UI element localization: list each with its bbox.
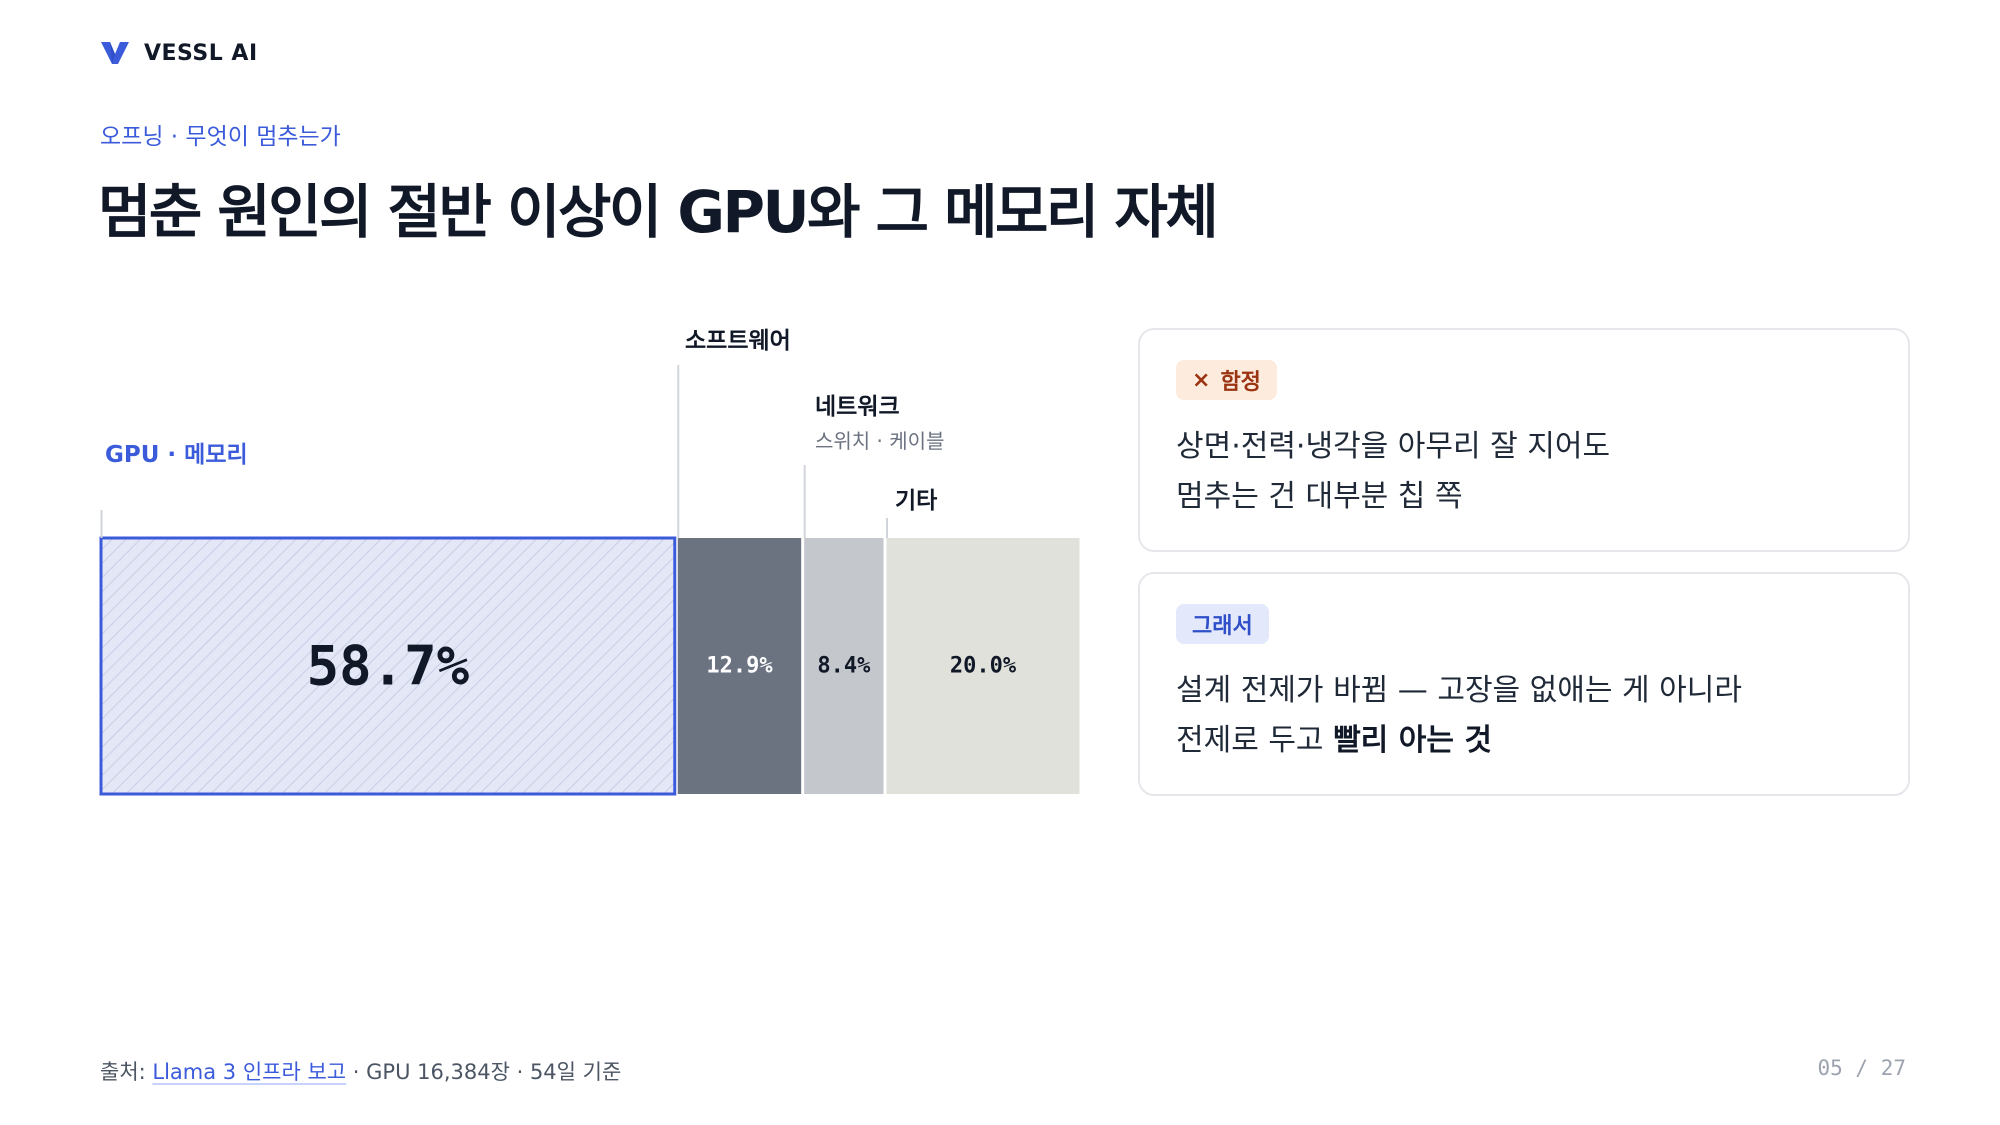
category-label-3: 기타: [895, 488, 937, 514]
section-eyebrow: 오프닝 · 무엇이 멈추는가: [100, 124, 341, 150]
conclusion-badge-label: 그래서: [1192, 614, 1253, 639]
pitfall-text: 상면·전력·냉각을 아무리 잘 지어도 멈추는 건 대부분 칩 쪽: [1176, 422, 1610, 522]
source-link[interactable]: Llama 3 인프라 보고: [152, 1060, 347, 1084]
pitfall-card: × 함정 상면·전력·냉각을 아무리 잘 지어도 멈추는 건 대부분 칩 쪽: [1138, 328, 1910, 552]
bar-segment-3: [886, 538, 1080, 794]
conclusion-text: 설계 전제가 바뀜 — 고장을 없애는 게 아니라 전제로 두고 빨리 아는 것: [1176, 666, 1742, 766]
pitfall-line-2: 멈추는 건 대부분 칩 쪽: [1176, 479, 1463, 514]
conclusion-line-2-prefix: 전제로 두고: [1176, 723, 1334, 758]
brand-name: VESSL AI: [144, 40, 258, 66]
bar-segment-1: [677, 538, 802, 794]
conclusion-line-2-emphasis: 빨리 아는 것: [1333, 723, 1492, 758]
value-label-1: 12.9%: [706, 654, 773, 679]
source-footer: 출처: Llama 3 인프라 보고 · GPU 16,384장 · 54일 기…: [100, 1056, 621, 1086]
conclusion-card: 그래서 설계 전제가 바뀜 — 고장을 없애는 게 아니라 전제로 두고 빨리 …: [1138, 572, 1910, 796]
bar-segment-2: [804, 538, 884, 794]
pitfall-line-1: 상면·전력·냉각을 아무리 잘 지어도: [1176, 429, 1611, 464]
page-counter: 05 / 27: [1817, 1056, 1906, 1080]
category-label-0: GPU · 메모리: [105, 442, 248, 468]
slide-headline: 멈춘 원인의 절반 이상이 GPU와 그 메모리 자체: [98, 178, 1219, 246]
conclusion-line-2: 전제로 두고 빨리 아는 것: [1176, 716, 1742, 766]
source-prefix: 출처:: [100, 1060, 153, 1084]
category-label-2: 네트워크: [815, 394, 900, 420]
brand-logo: VESSL AI: [100, 40, 258, 66]
conclusion-badge: 그래서: [1176, 604, 1269, 644]
category-label-1: 소프트웨어: [685, 328, 791, 354]
pitfall-badge: × 함정: [1176, 360, 1277, 400]
value-label-0: 58.7%: [307, 635, 470, 698]
value-label-3: 20.0%: [950, 654, 1017, 679]
source-suffix: · GPU 16,384장 · 54일 기준: [346, 1060, 622, 1084]
bar-segment-0: [99, 536, 677, 796]
close-icon: ×: [1192, 367, 1211, 393]
value-label-2: 8.4%: [817, 654, 871, 679]
vessl-logo-icon: [101, 42, 129, 64]
conclusion-line-1: 설계 전제가 바뀜 — 고장을 없애는 게 아니라: [1176, 673, 1742, 708]
category-sublabel-2: 스위치 · 케이블: [815, 429, 944, 453]
pitfall-badge-label: 함정: [1220, 370, 1261, 395]
